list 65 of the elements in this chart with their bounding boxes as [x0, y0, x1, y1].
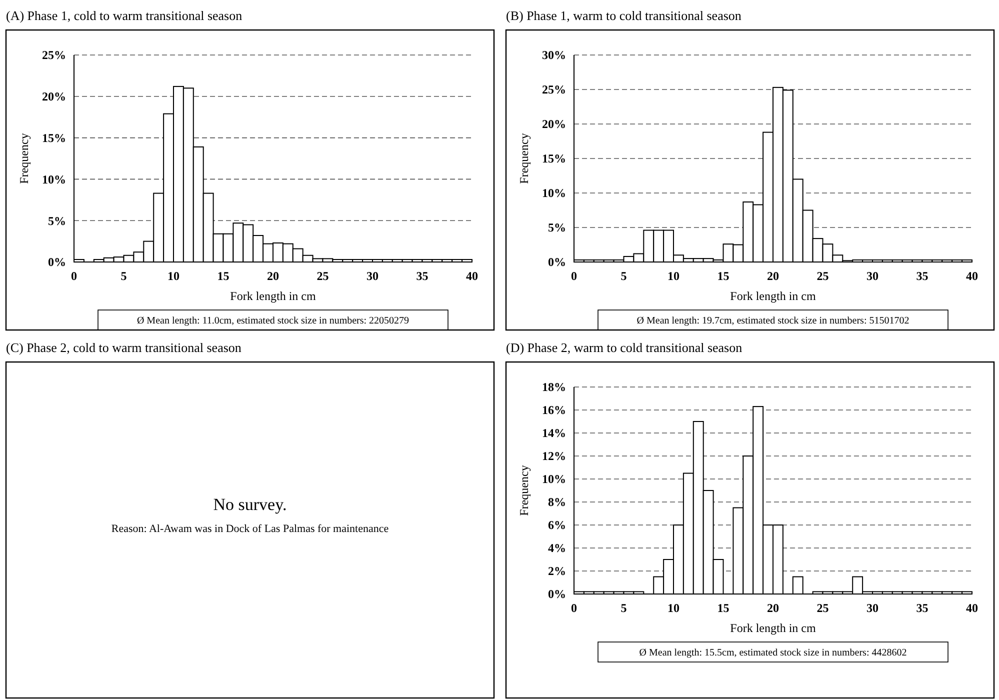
text: (C) Phase 2, cold to warm transitional season	[6, 340, 242, 355]
y-tick-label: 25%	[42, 48, 66, 62]
x-tick-label: 30	[866, 269, 878, 283]
y-tick-label: 5%	[548, 220, 566, 235]
y-tick-label: 2%	[548, 564, 566, 578]
chart-title: (B) Phase 1, warm to cold transitional season	[506, 8, 742, 23]
x-tick-label: 0	[71, 269, 77, 283]
x-axis-title: Fork length in cm	[230, 289, 316, 303]
x-tick-label: 25	[816, 269, 829, 283]
y-tick-label: 20%	[42, 90, 66, 104]
x-tick-label: 20	[267, 269, 279, 283]
x-tick-label: 15	[717, 601, 730, 615]
x-tick-label: 35	[916, 269, 928, 283]
x-axis-title: Fork length in cm	[730, 289, 816, 303]
y-tick-label: 5%	[48, 214, 66, 228]
x-tick-label: 10	[668, 269, 680, 283]
y-tick-label: 25%	[542, 82, 566, 97]
y-axis-title: Frequency	[517, 133, 531, 184]
y-tick-label: 16%	[542, 403, 566, 418]
x-tick-label: 10	[668, 601, 680, 615]
x-tick-label: 35	[416, 269, 428, 283]
y-tick-label: 15%	[42, 131, 66, 145]
text: Ø Mean length: 11.0cm, estimated stock size in numbers: 22050279	[136, 316, 410, 326]
x-tick-label: 5	[620, 269, 627, 283]
y-tick-label: 6%	[548, 518, 566, 532]
y-tick-label: 30%	[542, 48, 566, 62]
x-tick-label: 20	[767, 601, 779, 615]
x-tick-label: 10	[168, 269, 180, 283]
x-tick-label: 5	[120, 269, 127, 283]
text: Ø Mean length: 15.5cm, estimated stock size in numbers: 4428602	[639, 648, 907, 658]
text: No survey.	[213, 495, 287, 514]
y-tick-label: 14%	[542, 426, 566, 440]
x-tick-label: 40	[966, 601, 978, 615]
x-tick-label: 40	[466, 269, 478, 283]
y-tick-label: 20%	[542, 117, 566, 132]
x-tick-label: 30	[866, 601, 878, 615]
x-tick-label: 15	[217, 269, 230, 283]
x-tick-label: 0	[571, 269, 577, 283]
x-axis-title: Fork length in cm	[730, 621, 816, 635]
text: Ø Mean length: 19.7cm, estimated stock size in numbers: 51501702	[636, 316, 910, 326]
y-tick-label: 10%	[42, 172, 66, 186]
x-tick-label: 0	[571, 601, 577, 615]
y-tick-label: 0%	[548, 587, 566, 602]
x-tick-label: 35	[916, 601, 928, 615]
text: Reason: Al-Awam was in Dock of Las Palmas for maintenance	[111, 523, 389, 535]
chart-title: (A) Phase 1, cold to warm transitional season	[6, 8, 243, 23]
y-tick-label: 8%	[548, 495, 566, 510]
y-tick-label: 10%	[542, 472, 566, 486]
x-tick-label: 30	[366, 269, 378, 283]
y-tick-label: 12%	[542, 449, 566, 464]
y-axis-title: Frequency	[17, 133, 31, 184]
y-axis-title: Frequency	[517, 465, 531, 516]
x-tick-label: 15	[717, 269, 730, 283]
y-tick-label: 0%	[548, 255, 566, 270]
x-tick-label: 20	[767, 269, 779, 283]
x-tick-label: 25	[316, 269, 329, 283]
y-tick-label: 10%	[542, 186, 566, 200]
x-tick-label: 5	[620, 601, 627, 615]
x-tick-label: 40	[966, 269, 978, 283]
x-tick-label: 25	[816, 601, 829, 615]
y-tick-label: 4%	[548, 541, 566, 556]
y-tick-label: 15%	[542, 152, 566, 166]
y-tick-label: 18%	[542, 380, 566, 394]
chart-title: (D) Phase 2, warm to cold transitional season	[506, 340, 743, 355]
y-tick-label: 0%	[48, 255, 66, 270]
